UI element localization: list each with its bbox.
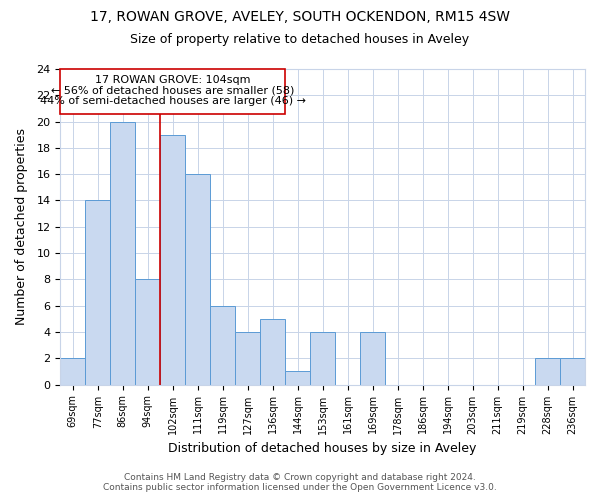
Bar (260, 319, 285, 384)
Text: ← 56% of detached houses are smaller (58): ← 56% of detached houses are smaller (58… (51, 86, 295, 96)
Bar (160, 134, 185, 384)
Bar (310, 332, 335, 384)
Bar (210, 306, 235, 384)
Bar (61, 358, 85, 384)
Text: Size of property relative to detached houses in Aveley: Size of property relative to detached ho… (130, 32, 470, 46)
FancyBboxPatch shape (61, 69, 285, 114)
X-axis label: Distribution of detached houses by size in Aveley: Distribution of detached houses by size … (169, 442, 477, 455)
Bar (285, 372, 310, 384)
Text: 17, ROWAN GROVE, AVELEY, SOUTH OCKENDON, RM15 4SW: 17, ROWAN GROVE, AVELEY, SOUTH OCKENDON,… (90, 10, 510, 24)
Text: 17 ROWAN GROVE: 104sqm: 17 ROWAN GROVE: 104sqm (95, 75, 250, 85)
Bar (235, 332, 260, 384)
Bar (535, 358, 560, 384)
Bar (110, 122, 135, 384)
Bar (135, 280, 160, 384)
Text: Contains HM Land Registry data © Crown copyright and database right 2024.
Contai: Contains HM Land Registry data © Crown c… (103, 473, 497, 492)
Y-axis label: Number of detached properties: Number of detached properties (15, 128, 28, 326)
Bar (185, 174, 210, 384)
Bar (560, 358, 585, 384)
Bar (85, 200, 110, 384)
Text: 44% of semi-detached houses are larger (46) →: 44% of semi-detached houses are larger (… (40, 96, 306, 106)
Bar (360, 332, 385, 384)
